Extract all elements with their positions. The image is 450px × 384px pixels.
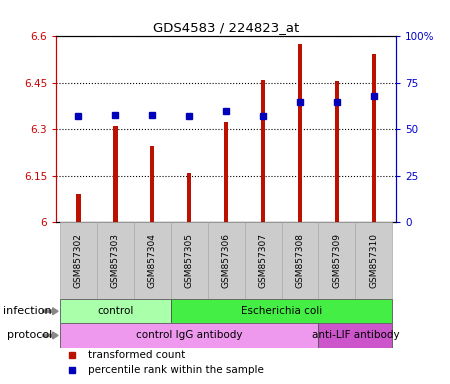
Text: GSM857302: GSM857302 (74, 233, 83, 288)
Text: GSM857306: GSM857306 (221, 233, 230, 288)
Text: control IgG antibody: control IgG antibody (136, 330, 243, 341)
Text: control: control (97, 306, 134, 316)
Bar (171, 222, 207, 299)
Bar (372, 53, 376, 222)
Bar (319, 323, 392, 348)
Bar (134, 222, 171, 299)
Text: GSM857307: GSM857307 (259, 233, 268, 288)
Bar (224, 122, 228, 222)
Bar (113, 126, 117, 222)
Text: GSM857305: GSM857305 (184, 233, 194, 288)
Text: infection: infection (3, 306, 52, 316)
Bar (207, 222, 245, 299)
Text: GSM857308: GSM857308 (296, 233, 305, 288)
Text: protocol: protocol (6, 330, 52, 341)
Bar (60, 323, 319, 348)
Text: anti-LIF antibody: anti-LIF antibody (311, 330, 399, 341)
Text: GSM857304: GSM857304 (148, 233, 157, 288)
Text: GSM857303: GSM857303 (111, 233, 120, 288)
Text: percentile rank within the sample: percentile rank within the sample (88, 365, 264, 376)
Bar (261, 80, 265, 222)
Text: transformed count: transformed count (88, 350, 185, 360)
Text: Escherichia coli: Escherichia coli (241, 306, 322, 316)
Bar (150, 146, 154, 222)
Bar (356, 222, 392, 299)
Bar (60, 222, 97, 299)
Text: GSM857310: GSM857310 (369, 233, 378, 288)
Title: GDS4583 / 224823_at: GDS4583 / 224823_at (153, 21, 299, 34)
Bar (97, 222, 134, 299)
Bar (319, 222, 356, 299)
Bar (60, 299, 171, 323)
Bar (187, 173, 191, 222)
Bar (76, 194, 81, 222)
Bar (335, 81, 339, 222)
Bar (245, 222, 282, 299)
Bar (171, 299, 392, 323)
Bar (298, 44, 302, 222)
Bar (282, 222, 319, 299)
Text: GSM857309: GSM857309 (333, 233, 342, 288)
